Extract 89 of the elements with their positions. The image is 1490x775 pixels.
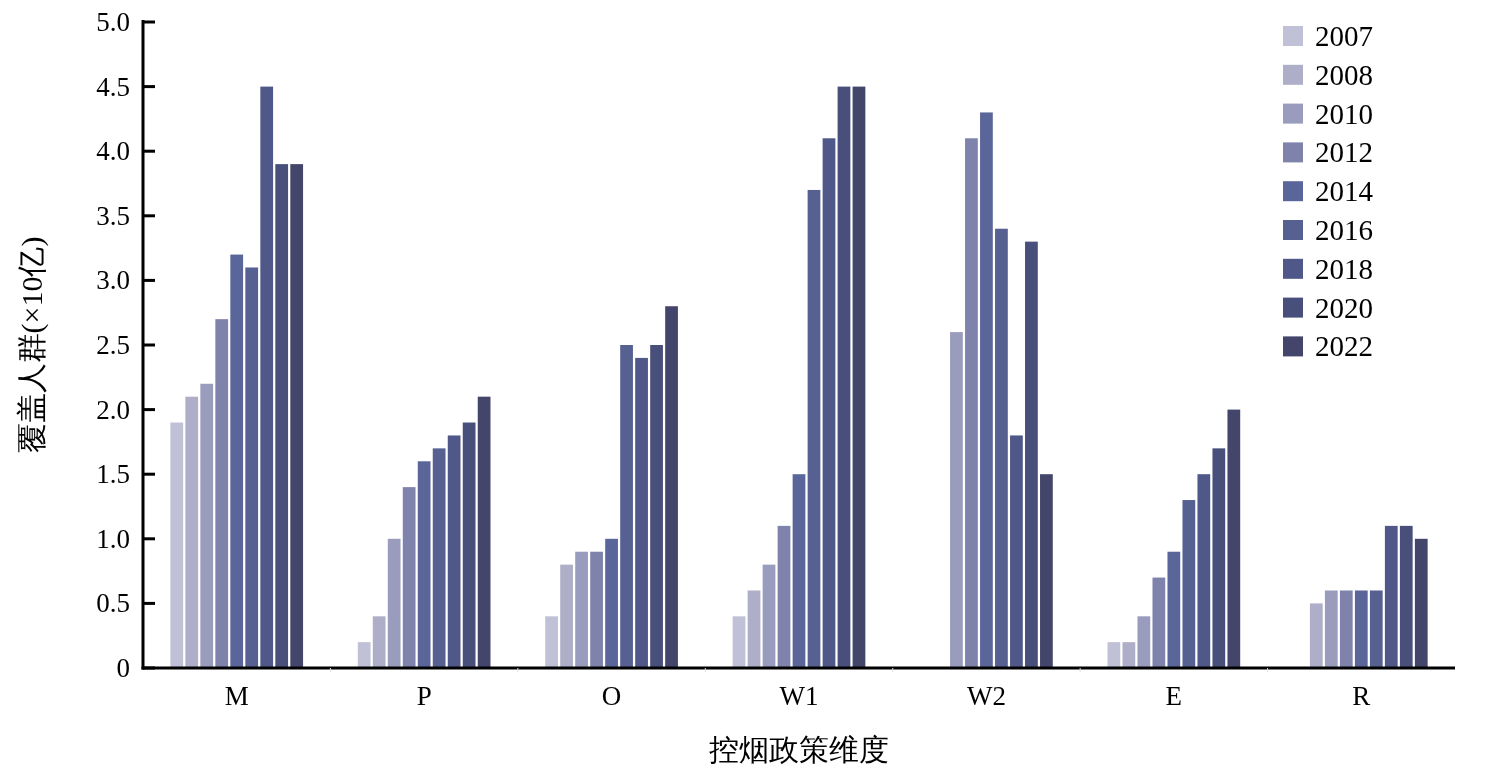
legend-label: 2007 [1315,20,1373,52]
bar [590,551,603,668]
legend-label: 2014 [1315,175,1374,208]
bar [792,474,806,668]
y-tick-label: 4.0 [96,136,130,167]
legend-label: 2020 [1315,291,1373,324]
x-tick-label: O [601,681,622,711]
bar [245,267,259,668]
x-tick-label: R [1352,681,1371,711]
bar [560,564,573,668]
bar [762,564,776,668]
bar [1339,590,1353,668]
bar [1122,642,1136,668]
bar [1040,474,1053,668]
y-tick-label: 0.5 [96,588,130,619]
x-tick-label: P [416,681,432,711]
bar [965,138,978,668]
bar [432,448,446,668]
bar [1309,603,1323,668]
legend-label: 2010 [1315,97,1373,130]
bar [950,332,963,668]
bar [650,345,663,668]
bar [1010,435,1023,668]
bar [545,616,558,668]
bar [1212,448,1226,668]
y-tick-label: 2.0 [96,394,130,425]
bar [1384,525,1398,668]
bar [260,86,274,668]
legend-label: 2012 [1315,136,1373,169]
bar [1354,590,1368,668]
y-tick-label: 5.0 [96,7,130,37]
bar [807,189,821,668]
y-tick-label: 4.5 [96,71,130,102]
y-tick-label: 1.0 [96,523,130,554]
bar [620,345,633,668]
bar [1324,590,1338,668]
x-tick-label: M [224,681,249,711]
bar [995,228,1008,668]
bar [1137,616,1151,668]
bar [1107,642,1121,668]
bar [417,461,431,668]
y-tick-label: 1.5 [96,459,130,490]
bar [290,164,304,668]
y-tick-label: 0 [116,653,130,683]
bar [185,396,199,668]
bar [1414,538,1428,668]
bar [732,616,746,668]
x-tick-label: W2 [966,681,1006,711]
bar [1167,551,1181,668]
legend-label: 2022 [1315,330,1373,363]
bar [1025,241,1038,668]
bar [200,383,214,668]
x-axis-title: 控烟政策维度 [709,733,889,766]
bar [852,86,866,668]
bar [447,435,461,668]
bar [1227,409,1241,668]
bar [837,86,851,668]
bar [980,112,993,668]
bar [1369,590,1383,668]
y-tick-label: 3.5 [96,200,130,231]
legend-label: 2016 [1315,214,1373,246]
bar [1182,500,1196,668]
bar [462,422,476,668]
bar [635,357,648,668]
bar [1399,525,1413,668]
bar [402,487,416,668]
bar [387,538,401,668]
bar [1197,474,1211,668]
bar [665,306,678,668]
legend-label: 2008 [1315,58,1373,91]
x-tick-label: W1 [779,681,819,711]
bar [605,538,618,668]
y-tick-label: 2.5 [96,330,130,360]
bar [215,319,229,668]
bar [357,642,371,668]
y-tick-label: 3.0 [96,265,130,296]
legend-label: 2018 [1315,252,1373,285]
bar [777,525,791,668]
bar [170,422,184,668]
bar [747,590,761,668]
bar [822,138,836,668]
bar [477,396,491,668]
y-axis-title: 覆盖人群(×10亿) [15,236,49,454]
bar [1152,577,1166,668]
bar [230,254,244,668]
bar [372,616,386,668]
x-tick-label: E [1165,681,1183,711]
bar [275,164,289,668]
bar [575,551,588,668]
